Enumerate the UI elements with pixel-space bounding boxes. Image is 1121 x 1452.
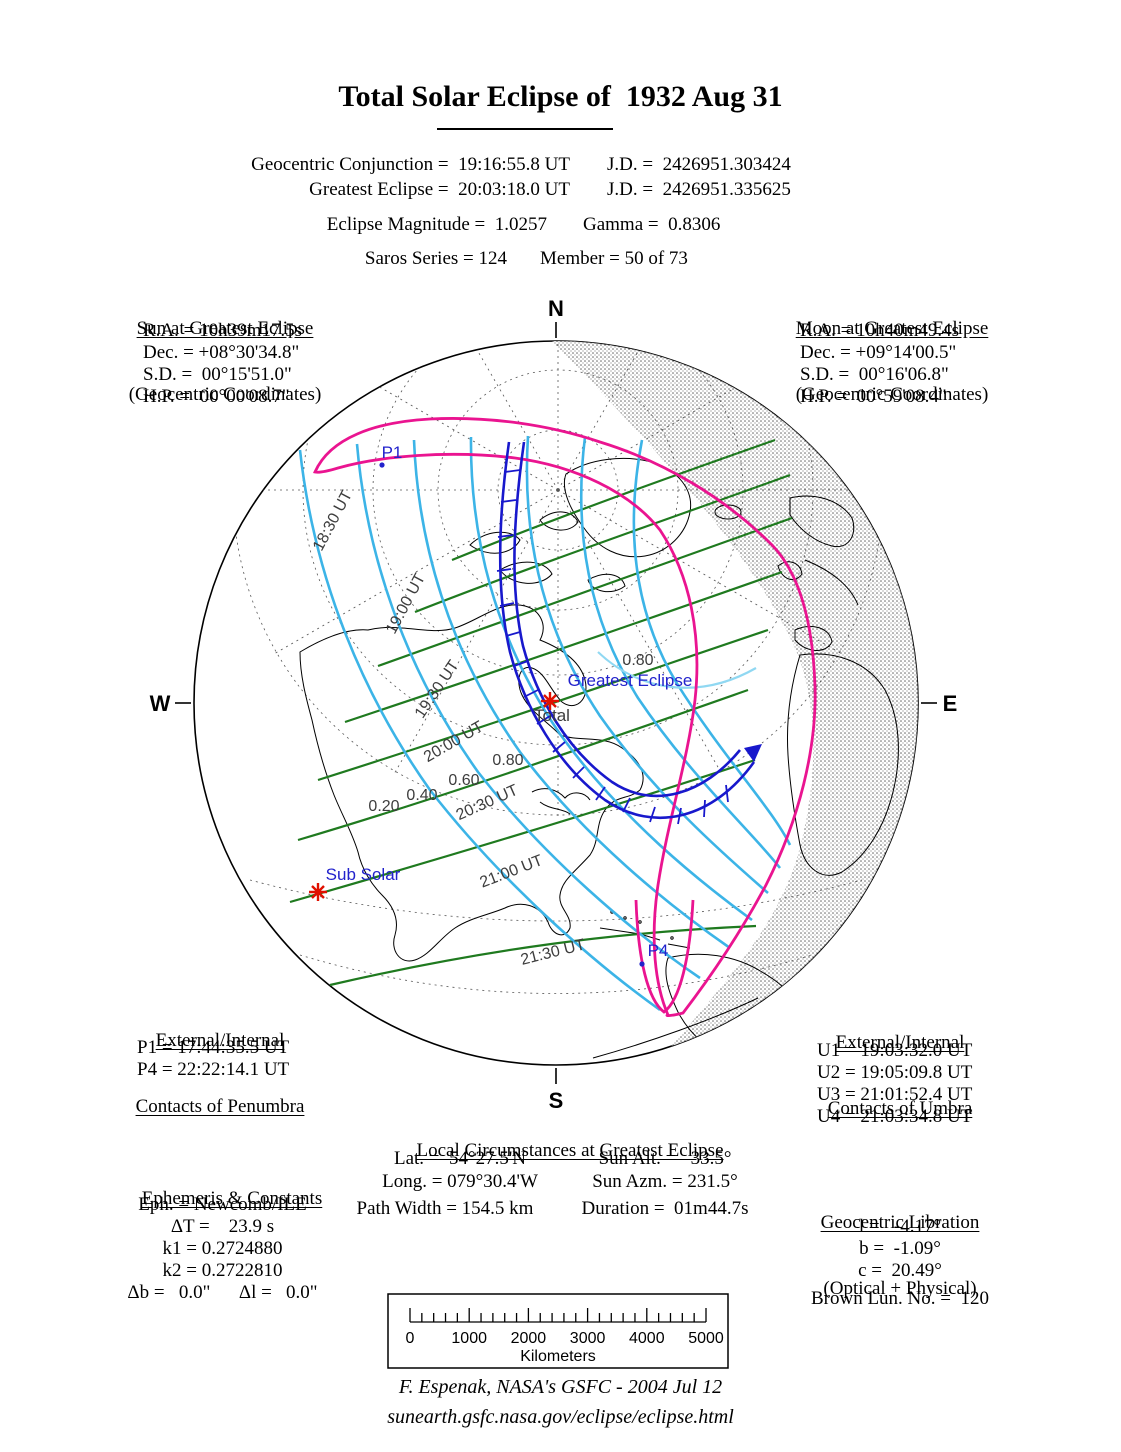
moon-block-heading: Moon at Greatest Eclipse (Geocentric Coo…: [795, 318, 989, 405]
umbra-path: [496, 441, 762, 825]
data-row: S.D. = 00°15'51.0": [143, 364, 292, 385]
map-label: Greatest Eclipse: [568, 671, 693, 690]
meridian-line: [557, 341, 844, 491]
data-row: Dec. = +08°30'34.8": [143, 342, 300, 363]
ephemeris-heading: Ephemeris & Constants: [141, 1188, 323, 1209]
data-row: k2 = 0.2722810: [162, 1260, 283, 1281]
page-title: Total Solar Eclipse of 1932 Aug 31: [338, 80, 783, 113]
sun-block-heading: Sun at Greatest Eclipse (Geocentric Coor…: [128, 318, 322, 405]
map-label: P1: [382, 443, 403, 462]
compass-ticks: [175, 322, 937, 1084]
saros-series: Saros Series = 124: [364, 248, 507, 269]
umbra-contacts-rows: U1 = 19:03:32.0 UT U2 = 19:05:09.8 UT U3 =…: [817, 1040, 972, 1128]
eclipse-magnitude: Eclipse Magnitude = 1.0257: [326, 214, 547, 235]
data-row: U2 = 19:05:09.8 UT: [817, 1062, 973, 1083]
title-underline: [437, 128, 613, 130]
scale-tick-label: 3000: [570, 1330, 606, 1347]
data-row: P1 = 17:44:35.5 UT: [137, 1037, 290, 1058]
map-label: Total: [534, 706, 570, 725]
credit-url: sunearth.gsfc.nasa.gov/eclipse/eclipse.h…: [387, 1406, 734, 1428]
duration: Duration = 01m44.7s: [581, 1198, 749, 1219]
data-row: c = 20.49°: [858, 1260, 942, 1281]
data-row: S.D. = 00°16'06.8": [800, 364, 949, 385]
p4-point: [639, 961, 645, 967]
data-row: H.P. = 00°00'08.7": [143, 386, 290, 407]
map-label: P4: [648, 941, 669, 960]
meridian-line: [272, 489, 559, 656]
data-row: U4 = 21:03:34.8 UT: [817, 1106, 973, 1127]
data-row: P4 = 22:22:14.1 UT: [137, 1059, 290, 1080]
data-row: U1 = 19:03:32.0 UT: [817, 1040, 973, 1061]
data-row: H.P. = 00°59'08.4": [800, 386, 947, 407]
data-row: Δb = 0.0" Δl = 0.0": [127, 1282, 318, 1303]
longitude: Long. = 079°30.4'W: [382, 1171, 538, 1192]
conjunction-time: Geocentric Conjunction = 19:16:55.8 UT: [251, 154, 570, 175]
compass-west: W: [150, 691, 171, 716]
greatest-eclipse-jd: J.D. = 2426951.335625: [607, 179, 791, 200]
brown-lunation-number: Brown Lun. No. = 120: [810, 1288, 989, 1309]
libration-rows: l = -4.17° b = -1.09° c = 20.49°: [780, 1216, 1020, 1282]
data-row: U3 = 21:01:52.4 UT: [817, 1084, 973, 1105]
scale-tick-label: 4000: [629, 1330, 665, 1347]
libration-heading: Geocentric Libration (Optical + Physical…: [820, 1212, 980, 1299]
local-circumstances-heading: Local Circumstances at Greatest Eclipse: [416, 1140, 724, 1161]
data-row: ΔT = 23.9 s: [170, 1216, 275, 1237]
night-shading: [552, 341, 918, 1062]
meridian-line: [392, 341, 559, 491]
data-row: b = -1.09°: [859, 1238, 941, 1259]
scale-tick-label: 5000: [688, 1330, 724, 1347]
penumbra-contacts-heading: External/Internal Contacts of Penumbra: [135, 1030, 305, 1117]
p1-point: [379, 462, 385, 468]
map-label: 0.20: [368, 798, 399, 815]
sun-block-rows: R.A. = 10h39m17.5s Dec. = +08°30'34.8" S.D…: [143, 320, 302, 408]
sun-azimuth: Sun Azm. = 231.5°: [592, 1171, 738, 1192]
greatest-eclipse-time: Greatest Eclipse = 20:03:18.0 UT: [309, 179, 570, 200]
coastlines: [299, 457, 899, 1064]
data-row: R.A. = 10h40m49.4s: [800, 320, 960, 341]
ephemeris-rows: Eph. = Newcomb/ILE ΔT = 23.9 s k1 = 0.2724…: [95, 1194, 350, 1304]
data-row: l = -4.17°: [858, 1216, 942, 1237]
scale-bar: 0 1000 2000 3000 4000 5000 Kilometers: [387, 1293, 729, 1369]
penumbra-contacts-rows: P1 = 17:44:35.5 UT P4 = 22:22:14.1 UT: [137, 1037, 289, 1081]
conjunction-jd: J.D. = 2426951.303424: [607, 154, 791, 175]
meridian-line: [557, 489, 844, 656]
ut-contours: [298, 435, 792, 1012]
penumbra-limits: [313, 417, 817, 1017]
compass-south: S: [549, 1088, 564, 1113]
scale-tick-label: 1000: [451, 1330, 487, 1347]
path-arrowhead: [744, 744, 762, 762]
meridian-line: [272, 341, 559, 491]
scale-tick-label: 2000: [511, 1330, 547, 1347]
umbra-contacts-heading: External/Internal Contacts of Umbra: [827, 1032, 973, 1119]
sun-altitude: Sun Alt. = 33.5°: [598, 1148, 732, 1169]
event-markers: [309, 692, 559, 901]
data-row: R.A. = 10h39m17.5s: [143, 320, 303, 341]
credit-line: F. Espenak, NASA's GSFC - 2004 Jul 12: [398, 1376, 723, 1398]
path-width: Path Width = 154.5 km: [356, 1198, 534, 1219]
compass-east: E: [943, 691, 958, 716]
meridian-line: [557, 489, 724, 776]
map-label: 0.60: [448, 772, 479, 789]
gamma: Gamma = 0.8306: [583, 214, 721, 235]
sub-solar-marker: [309, 883, 327, 901]
scale-tick-label: 0: [406, 1330, 415, 1347]
saros-member: Member = 50 of 73: [540, 248, 688, 269]
data-row: Dec. = +09°14'00.5": [800, 342, 957, 363]
data-row: Eph. = Newcomb/ILE: [138, 1194, 307, 1215]
data-row: k1 = 0.2724880: [162, 1238, 283, 1259]
moon-block-rows: R.A. = 10h40m49.4s Dec. = +09°14'00.5" S.D…: [800, 320, 959, 408]
compass-north: N: [548, 296, 564, 321]
greatest-eclipse-marker: [541, 692, 559, 710]
map-label: Sub Solar: [326, 865, 401, 884]
scale-unit-label: Kilometers: [520, 1348, 596, 1365]
map-label: 0.80: [492, 752, 523, 769]
map-label: 0.80: [622, 652, 653, 669]
latitude: Lat. = 54°27.5'N: [393, 1148, 527, 1169]
map-label: 0.40: [406, 787, 437, 804]
